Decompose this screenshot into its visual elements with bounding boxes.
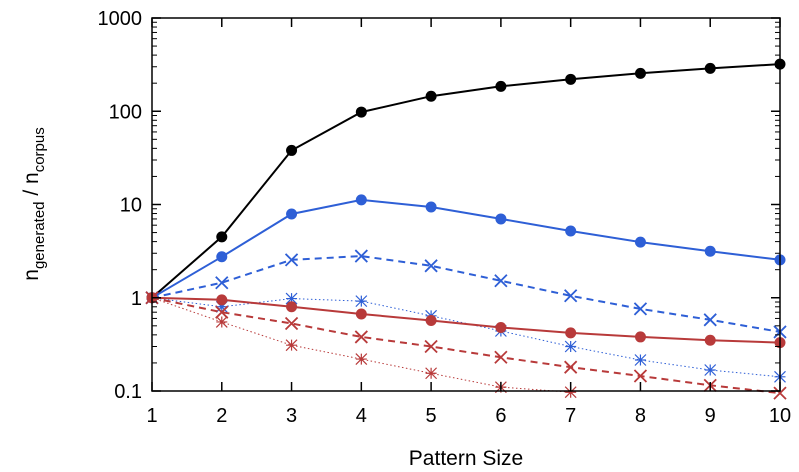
- series-6-point: [633, 369, 648, 383]
- series-4-point: [285, 292, 298, 305]
- series-5-point: [495, 321, 507, 333]
- series-4-point: [215, 300, 228, 313]
- series-2-point: [704, 245, 716, 257]
- x-tick-label: 8: [635, 405, 646, 427]
- series-5-point: [216, 294, 228, 306]
- series-1-point: [634, 67, 646, 79]
- y-axis-title-n2: n: [20, 172, 43, 184]
- series-4-line: [151, 297, 781, 378]
- series-1-point: [425, 90, 437, 102]
- series-7-point: [355, 353, 368, 365]
- series-3-point: [564, 289, 578, 303]
- y-axis-title: ngenerated / ncorpus: [20, 127, 48, 280]
- series-1-point: [216, 231, 228, 243]
- series-2-point: [355, 194, 367, 206]
- series-1-point: [355, 106, 367, 118]
- x-tick-label: 10: [769, 405, 791, 427]
- series-5-point: [565, 327, 577, 339]
- y-tick-label: 1: [131, 288, 142, 310]
- series-2-line: [151, 198, 781, 299]
- series-5-point: [286, 301, 298, 313]
- x-tick-label: 7: [565, 405, 576, 427]
- series-6-point: [564, 360, 578, 374]
- series-5-point: [425, 315, 437, 327]
- series-3-point: [633, 302, 648, 316]
- series-6-point: [494, 350, 508, 364]
- series-1-point: [495, 80, 507, 92]
- series-2-point: [216, 251, 228, 263]
- series-5-point: [634, 331, 646, 343]
- x-tick-label: 5: [426, 405, 437, 427]
- series-4-point: [634, 354, 647, 366]
- x-tick-label: 1: [146, 405, 157, 427]
- series-2-point: [634, 236, 646, 248]
- series-3-line: [151, 255, 781, 333]
- series-7-point: [425, 367, 438, 380]
- series-1-point: [286, 144, 298, 156]
- series-1-point: [565, 73, 577, 85]
- y-tick-label: 0.1: [114, 381, 142, 403]
- series-1: [146, 58, 786, 304]
- series-4-point: [564, 340, 577, 353]
- series-3-point: [494, 274, 508, 288]
- y-axis-title-sub-corpus: corpus: [31, 127, 48, 172]
- series-6-point: [354, 330, 368, 344]
- series-5-line: [151, 296, 781, 344]
- series-layer: [145, 58, 787, 400]
- series-7: [146, 291, 577, 399]
- series-3-point: [703, 313, 717, 327]
- y-axis-title-separator: /: [20, 184, 43, 202]
- y-axis-title-n1: n: [20, 269, 43, 281]
- series-2-point: [425, 201, 437, 213]
- series-4: [146, 291, 786, 383]
- x-tick-label: 9: [705, 405, 716, 427]
- series-6-point: [773, 386, 787, 400]
- series-4-point: [355, 295, 368, 308]
- x-tick-label: 4: [356, 405, 367, 427]
- series-6-point: [215, 305, 229, 319]
- series-6: [145, 291, 787, 400]
- series-7-point: [215, 316, 228, 328]
- series-3-point: [424, 259, 438, 273]
- y-tick-label: 1000: [98, 8, 143, 30]
- plot-frame: [151, 17, 781, 392]
- series-6-point: [284, 316, 299, 331]
- series-5: [146, 292, 786, 349]
- series-7-point: [564, 386, 577, 399]
- series-7-point: [285, 339, 298, 352]
- series-3-point: [215, 276, 229, 290]
- series-2-point: [495, 213, 507, 225]
- series-3-point: [284, 253, 299, 267]
- x-axis-title: Pattern Size: [409, 447, 523, 470]
- series-6-point: [424, 339, 438, 354]
- y-tick-label: 100: [109, 101, 142, 123]
- series-2-point: [565, 225, 577, 237]
- series-6-line: [151, 296, 781, 395]
- y-axis-title-sub-generated: generated: [31, 201, 48, 269]
- x-tick-label: 2: [216, 405, 227, 427]
- series-1-line: [151, 63, 781, 299]
- y-tick-label: 10: [120, 195, 142, 217]
- series-4-point: [704, 364, 717, 376]
- series-2-point: [286, 208, 298, 220]
- x-tick-label: 3: [286, 405, 297, 427]
- x-tick-label: 6: [495, 405, 506, 427]
- series-5-point: [355, 308, 367, 320]
- series-1-point: [704, 62, 716, 74]
- series-5-point: [704, 334, 716, 346]
- series-3-point: [354, 249, 368, 263]
